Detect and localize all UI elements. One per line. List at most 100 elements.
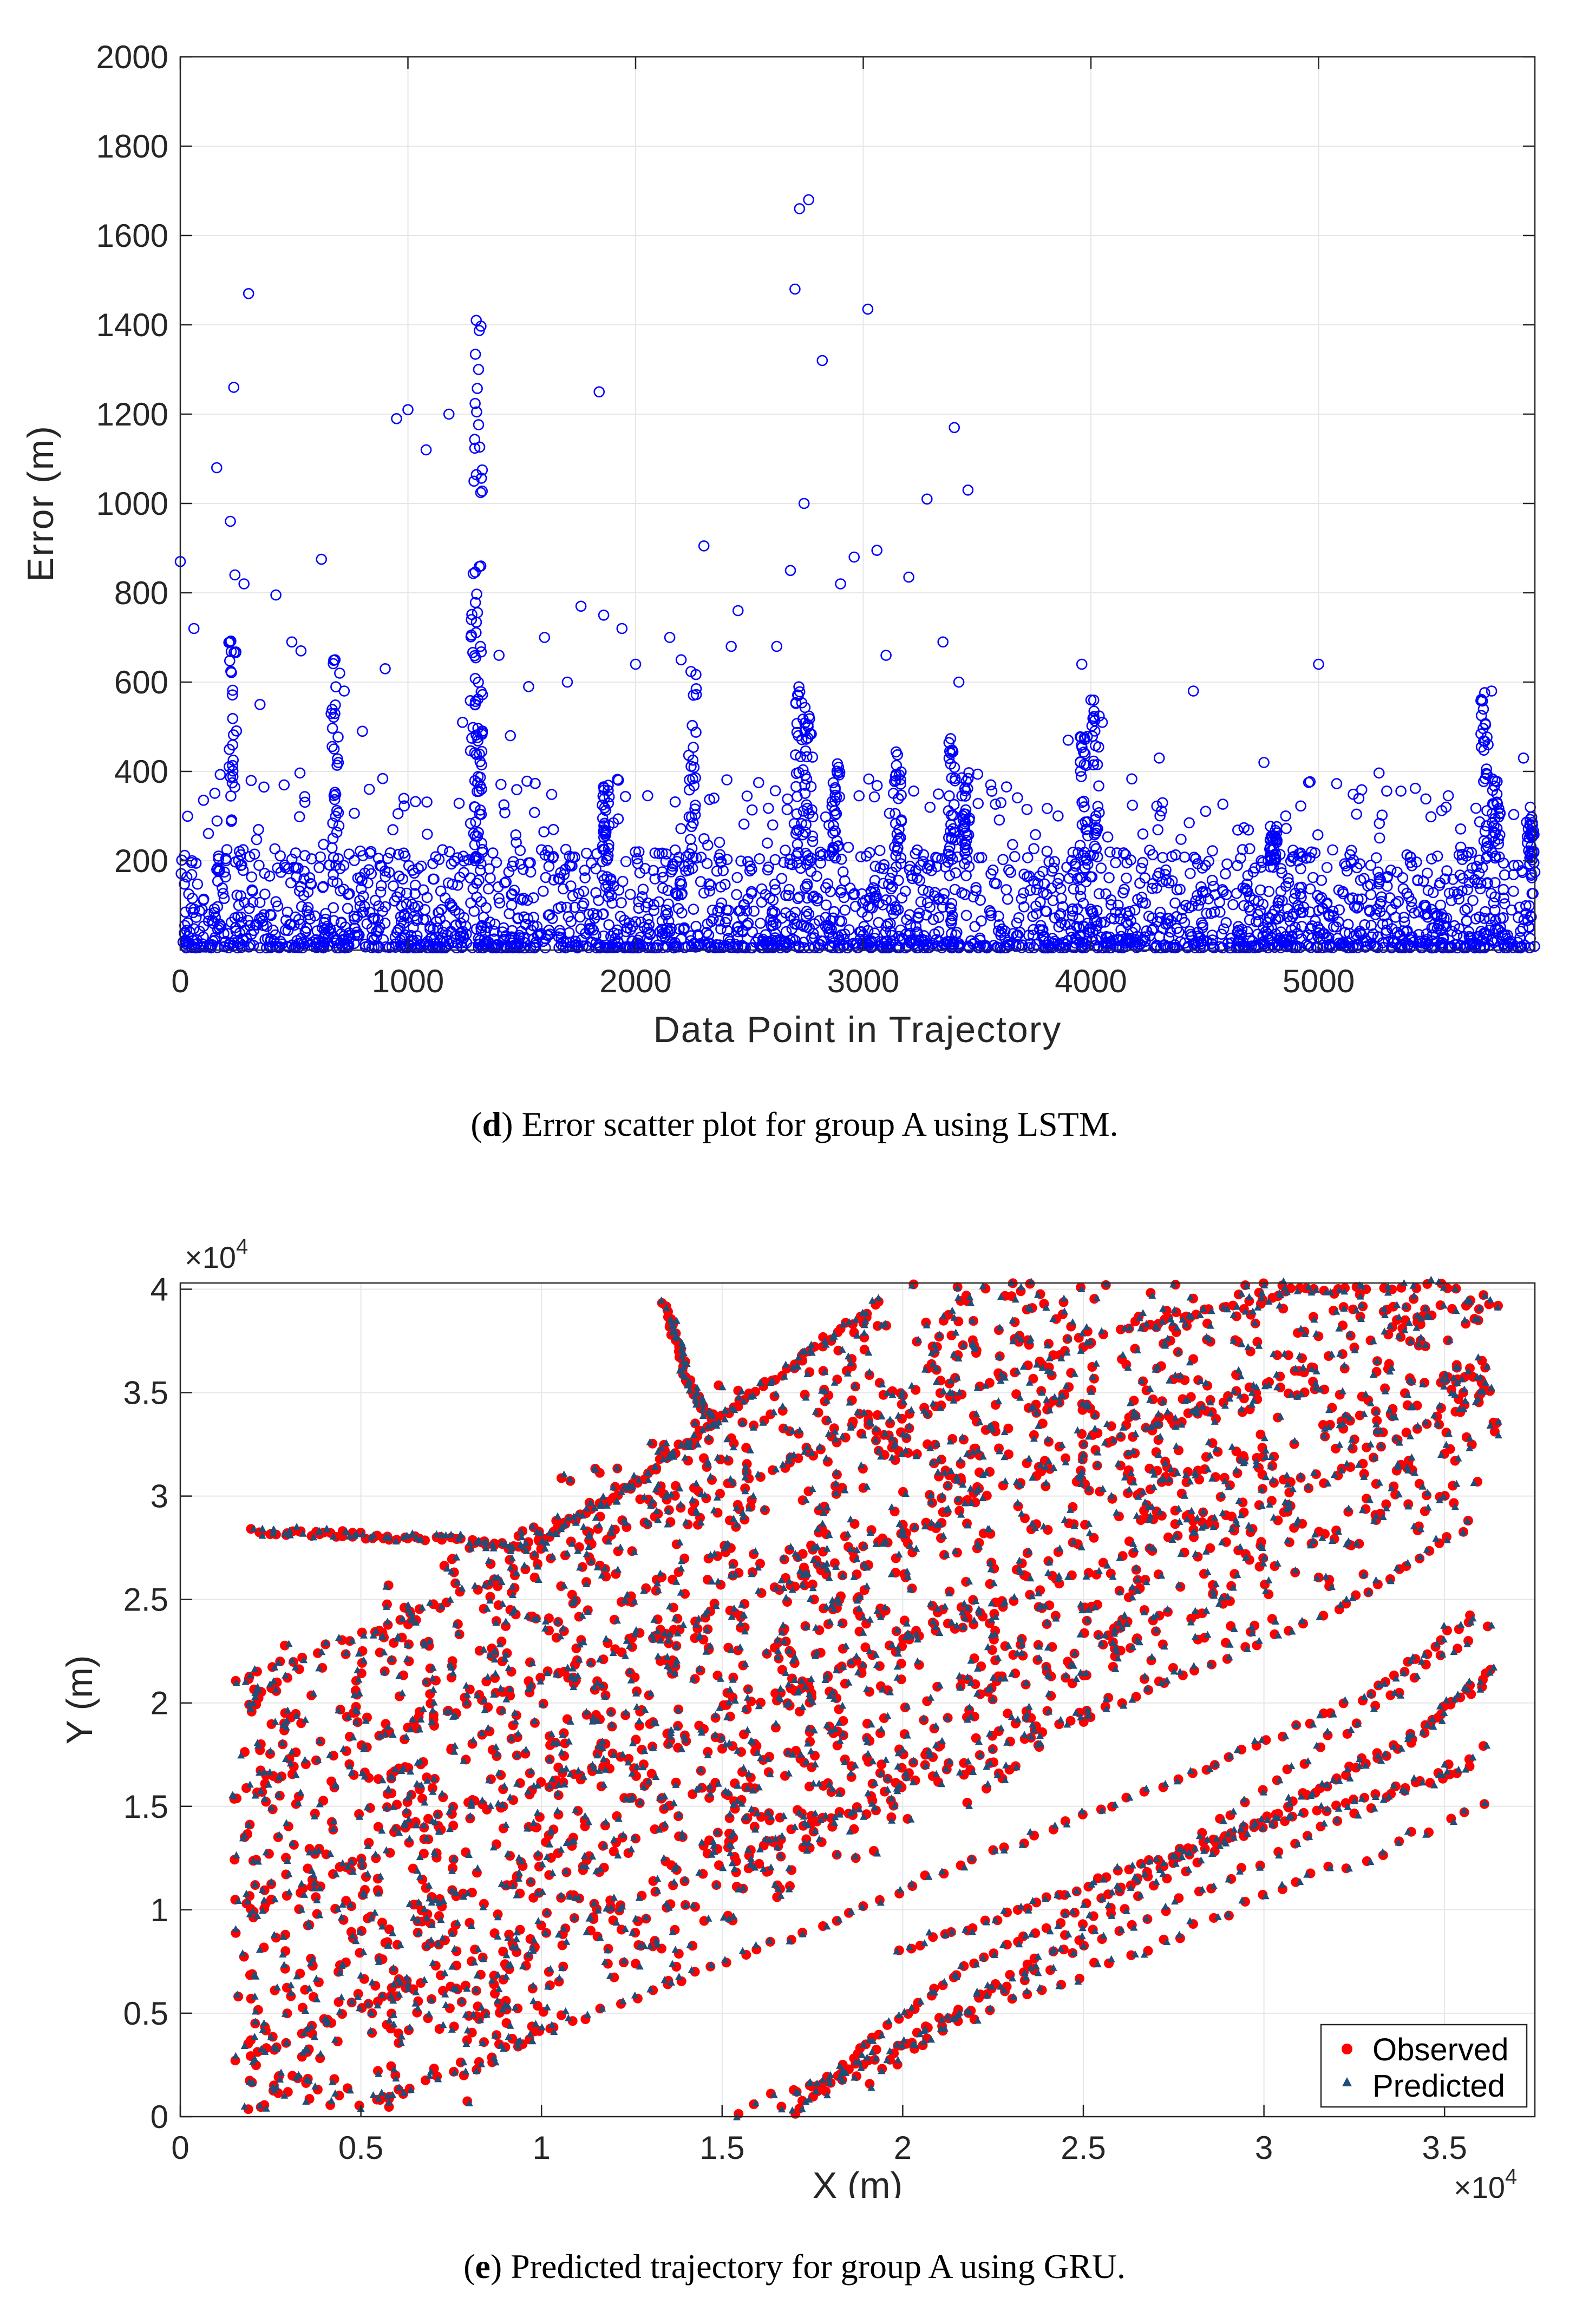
- error-point: [499, 807, 511, 819]
- error-point: [1425, 853, 1437, 865]
- error-point: [318, 924, 330, 935]
- error-point: [207, 915, 218, 926]
- error-point: [352, 872, 364, 884]
- error-point: [213, 853, 225, 865]
- error-point: [332, 807, 344, 819]
- error-point: [218, 893, 230, 904]
- error-point: [1053, 873, 1065, 884]
- error-point: [834, 767, 846, 778]
- error-point: [945, 903, 957, 915]
- error-point: [1225, 932, 1237, 944]
- error-point: [973, 852, 985, 863]
- error-point: [1406, 901, 1417, 913]
- y-tick-label-d: 1600: [96, 218, 168, 254]
- error-point: [555, 901, 567, 913]
- error-point: [963, 861, 975, 873]
- error-point: [765, 914, 776, 926]
- error-point: [603, 919, 614, 931]
- error-point: [806, 933, 818, 944]
- error-point: [1018, 868, 1030, 880]
- observed-point: [799, 1562, 809, 1573]
- error-point: [265, 941, 277, 952]
- error-point: [303, 909, 315, 921]
- error-point: [732, 940, 743, 952]
- error-point: [506, 899, 518, 911]
- error-point: [1382, 880, 1393, 892]
- error-outlier-point: [475, 560, 487, 572]
- error-point: [924, 801, 936, 813]
- error-point: [972, 797, 984, 809]
- error-point: [746, 804, 758, 816]
- error-point: [661, 848, 672, 860]
- error-point: [227, 760, 238, 771]
- error-point: [808, 891, 820, 902]
- error-point: [1075, 756, 1086, 768]
- error-point: [301, 937, 312, 948]
- error-point: [1376, 891, 1387, 903]
- error-point: [590, 887, 601, 899]
- error-point: [1043, 856, 1055, 868]
- error-point: [219, 866, 230, 878]
- error-point: [827, 931, 839, 942]
- error-point: [964, 941, 975, 953]
- error-point: [892, 749, 903, 761]
- error-point: [1137, 828, 1149, 840]
- error-point: [179, 878, 190, 890]
- error-point: [222, 928, 234, 939]
- error-point: [680, 865, 691, 877]
- error-point: [469, 434, 481, 446]
- error-outlier-point: [470, 315, 482, 326]
- error-point: [1067, 903, 1078, 915]
- error-point: [678, 923, 690, 934]
- error-point: [421, 796, 433, 808]
- error-point: [1356, 893, 1368, 905]
- error-point: [1520, 900, 1532, 912]
- observed-point: [420, 1535, 430, 1546]
- error-point: [1359, 941, 1371, 953]
- error-point: [235, 860, 247, 872]
- error-point: [1490, 923, 1501, 934]
- error-point: [933, 912, 945, 923]
- error-point: [190, 857, 202, 869]
- error-outlier-point: [254, 699, 266, 710]
- error-point: [683, 750, 695, 761]
- error-point: [769, 884, 781, 895]
- error-point: [1003, 940, 1015, 952]
- error-point: [499, 877, 511, 889]
- error-point: [962, 845, 973, 856]
- error-point: [703, 878, 715, 889]
- error-point: [473, 419, 485, 430]
- error-point: [413, 863, 424, 874]
- error-point: [1459, 905, 1471, 916]
- error-point: [1312, 941, 1324, 953]
- error-point: [511, 837, 522, 848]
- error-point: [472, 777, 483, 789]
- error-point: [1121, 857, 1133, 869]
- error-point: [365, 846, 377, 857]
- error-point: [972, 768, 984, 780]
- error-point: [1274, 911, 1286, 923]
- error-point: [1203, 855, 1214, 867]
- error-point: [1283, 877, 1294, 888]
- error-point: [1437, 933, 1449, 945]
- error-outlier-point: [1486, 685, 1498, 697]
- error-point: [489, 918, 501, 930]
- error-point: [1467, 895, 1479, 906]
- error-point: [491, 856, 502, 868]
- error-point: [619, 791, 631, 802]
- error-point: [672, 889, 684, 901]
- error-point: [1106, 938, 1117, 950]
- error-point: [1316, 874, 1328, 886]
- error-point: [1480, 928, 1491, 939]
- error-point: [254, 913, 265, 925]
- error-point: [1030, 900, 1042, 912]
- error-point: [474, 756, 486, 768]
- error-point: [715, 856, 727, 867]
- error-point: [1426, 942, 1437, 954]
- error-point: [1146, 882, 1158, 894]
- error-point: [1250, 916, 1262, 927]
- error-point: [864, 847, 875, 859]
- error-point: [1503, 937, 1515, 948]
- error-outlier-point: [229, 569, 241, 581]
- error-point: [1356, 784, 1368, 796]
